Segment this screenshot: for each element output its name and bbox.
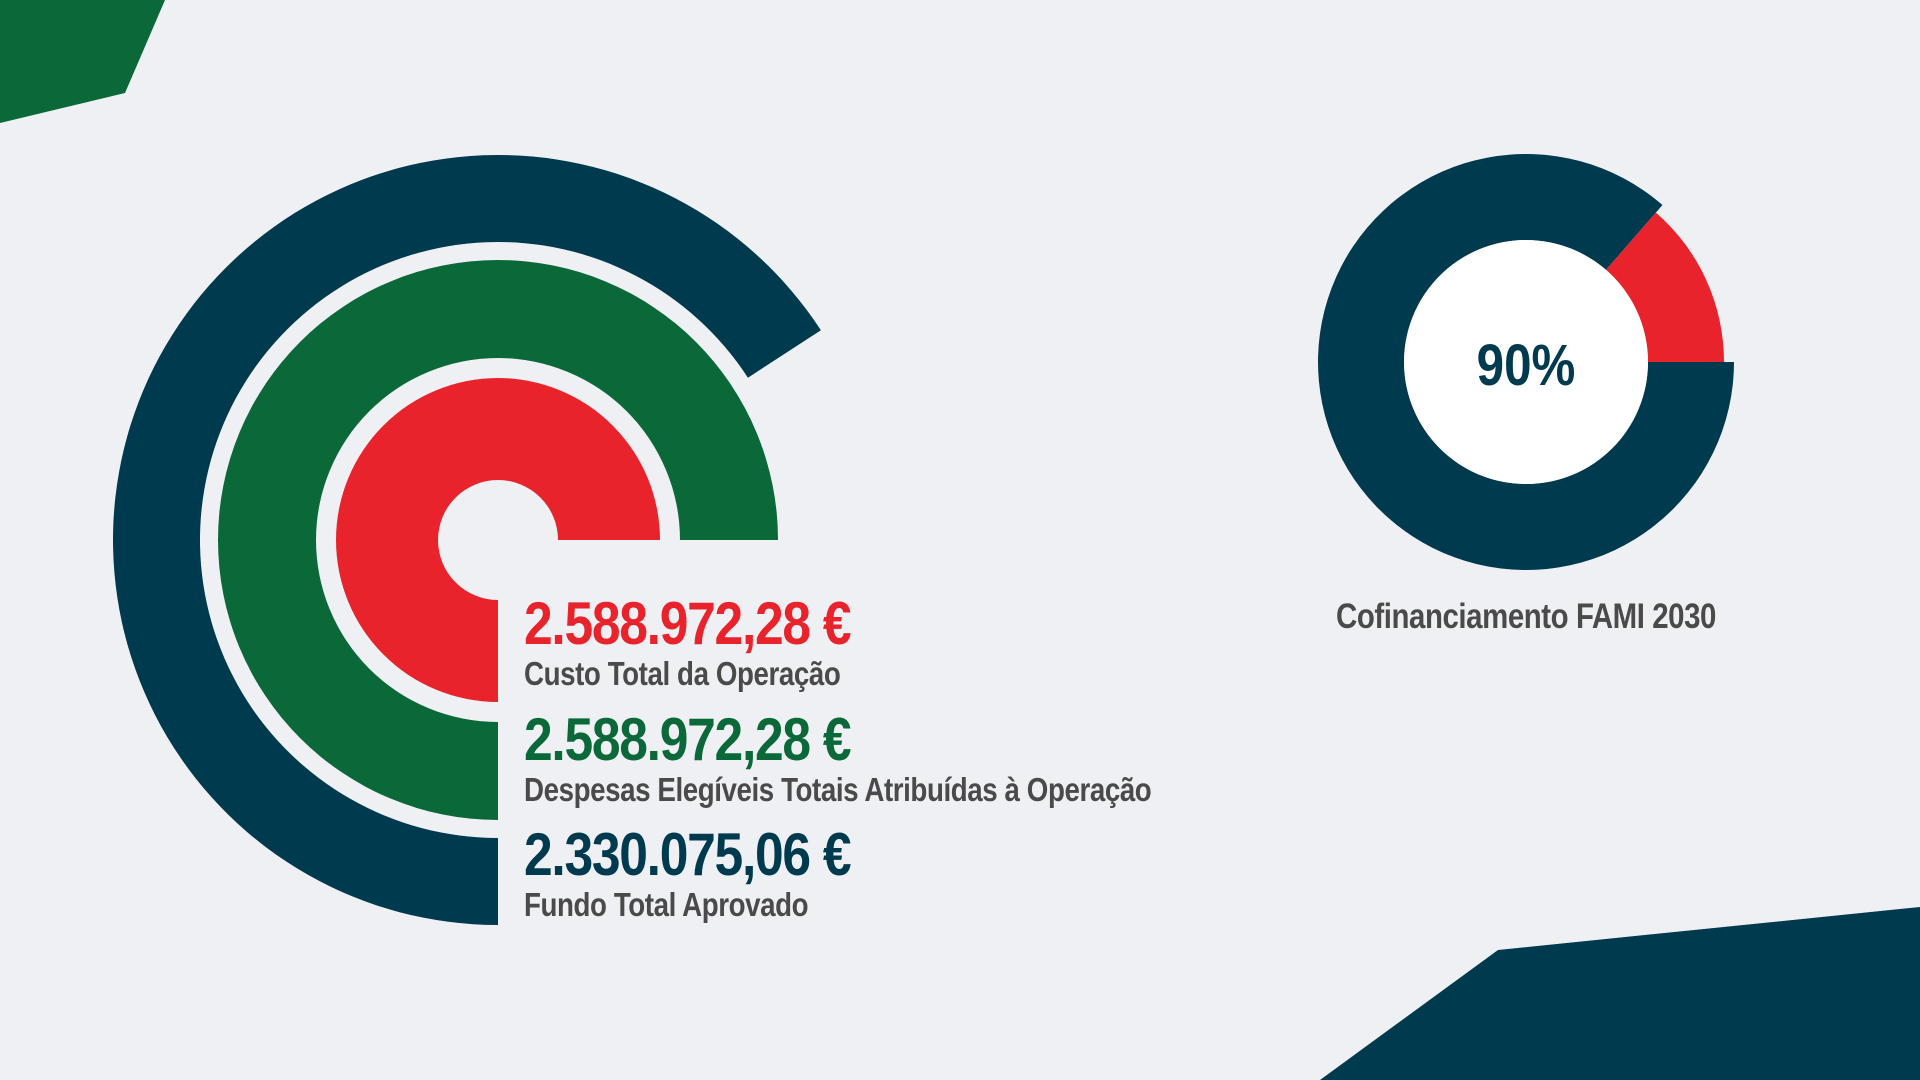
donut-center-hole [1404, 240, 1648, 484]
donut-slice-navy [1318, 153, 1734, 570]
legend-fundo-total: 2.330.075,06 € Fundo Total Aprovado [524, 824, 1284, 924]
donut-slice-red [1606, 212, 1724, 362]
legend-value-fundo-total: 2.330.075,06 € [524, 821, 852, 888]
donut-caption: Cofinanciamento FAMI 2030 [1336, 597, 1716, 636]
legend-label-fundo-total: Fundo Total Aprovado [524, 886, 809, 923]
donut-chart [1318, 153, 1734, 570]
legend-despesas-elegiveis: 2.588.972,28 € Despesas Elegíveis Totais… [524, 709, 1284, 809]
legend-value-custo-total: 2.588.972,28 € [524, 590, 852, 657]
legend-value-despesas-elegiveis: 2.588.972,28 € [524, 706, 852, 773]
donut-center-label: 90% [1477, 333, 1576, 398]
radial-bar-chart [113, 155, 821, 925]
legend-custo-total: 2.588.972,28 € Custo Total da Operação [524, 593, 1284, 693]
corner-decoration-bottom-right [1320, 907, 1920, 1080]
radial-bar-despesas-elegiveis [218, 260, 778, 820]
corner-decoration-top-left [0, 0, 165, 123]
legend-label-custo-total: Custo Total da Operação [524, 655, 841, 692]
legend-label-despesas-elegiveis: Despesas Elegíveis Totais Atribuídas à O… [524, 771, 1152, 808]
radial-bar-custo-total [336, 378, 660, 702]
